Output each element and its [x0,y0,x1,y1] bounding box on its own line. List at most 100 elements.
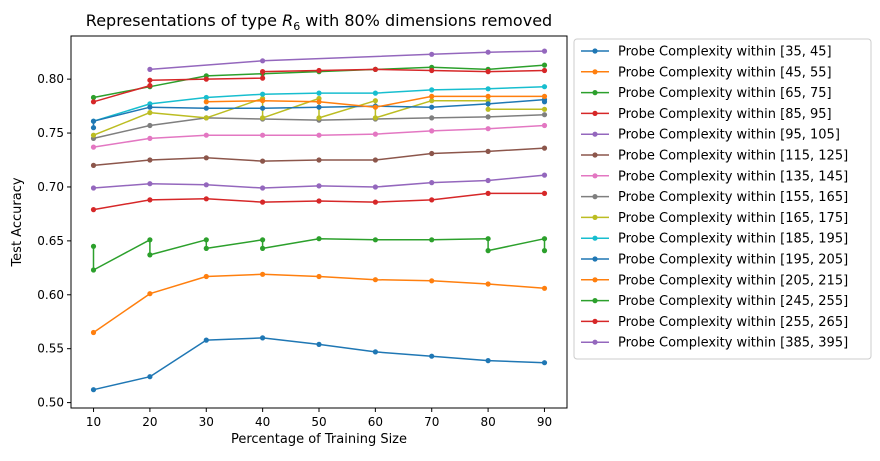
data-point [147,104,153,110]
legend-label: Probe Complexity within [165, 175] [618,211,848,226]
legend-item: Probe Complexity within [45, 55] [581,65,832,80]
legend: Probe Complexity within [35, 45] Probe Co… [573,38,872,360]
data-point [316,67,322,74]
y-tick-label: 0.75 [37,126,64,140]
data-point [541,248,548,254]
legend-label: Probe Complexity within [205, 215] [618,273,848,288]
data-point [260,98,266,104]
data-point [90,185,97,191]
legend-label: Probe Complexity within [85, 95] [618,107,832,122]
x-tick-label: 20 [142,415,157,429]
legend-label: Probe Complexity within [385, 395] [618,336,848,351]
data-point [260,245,266,251]
y-tick-label: 0.60 [37,288,64,302]
data-point [541,360,548,366]
legend-item: Probe Complexity within [135, 145] [581,169,848,184]
data-point [203,245,209,251]
legend-swatch-marker [592,256,598,262]
x-tick-label: 80 [480,415,495,429]
data-point [203,105,209,111]
data-point [485,190,491,196]
legend-swatch-marker [592,48,598,54]
data-point [429,67,435,74]
legend-swatch-marker [592,339,598,345]
data-point [260,58,266,64]
data-point [372,157,378,163]
data-point [372,66,378,72]
data-point [429,98,435,104]
legend-label: Probe Complexity within [245, 255] [618,294,848,309]
data-point [203,237,209,243]
legend-box [573,38,872,360]
data-point [147,157,153,163]
data-point [147,83,153,89]
data-point [429,150,435,157]
data-point [485,93,491,99]
series-2 [90,271,548,336]
legend-label: Probe Complexity within [35, 45] [618,45,832,60]
series-line [149,50,545,71]
data-point [147,374,153,380]
data-point [147,291,153,297]
data-point [316,90,322,96]
data-point [260,75,266,81]
data-point [260,237,266,243]
data-point [485,358,491,364]
data-point [541,236,548,242]
legend-swatch-marker [592,194,598,200]
data-point [485,101,491,107]
series-line [92,237,546,271]
data-point [260,91,266,97]
data-point [203,115,209,121]
data-point [485,177,491,184]
legend-label: Probe Complexity within [195, 205] [618,253,848,268]
data-point [485,248,491,254]
data-point [203,337,209,343]
data-point [316,104,322,110]
data-point [90,162,97,168]
x-tick-label: 70 [424,415,439,429]
legend-item: Probe Complexity within [385, 395] [581,336,848,351]
data-point [541,62,548,68]
legend-label: Probe Complexity within [95, 105] [618,128,840,143]
legend-item: Probe Complexity within [205, 215] [581,273,848,288]
legend-item: Probe Complexity within [155, 165] [581,190,848,205]
data-point [316,157,322,163]
data-point [90,125,97,131]
data-point [203,155,209,161]
legend-item: Probe Complexity within [165, 175] [581,211,848,226]
data-point [429,104,435,110]
data-point [485,86,491,92]
data-point [485,114,491,120]
y-tick-label: 0.55 [37,342,64,356]
series-15 [147,48,548,72]
series-1 [90,335,548,393]
legend-item: Probe Complexity within [65, 75] [581,86,832,101]
y-tick-label: 0.70 [37,180,64,194]
data-point [429,180,435,186]
legend-swatch-marker [592,110,598,116]
series-line [93,273,545,334]
data-point [147,66,153,72]
data-point [90,132,97,138]
data-point [316,273,322,280]
data-point [147,181,153,187]
data-point [541,48,548,54]
data-point [90,243,97,249]
data-point [90,94,97,101]
legend-swatch-marker [592,69,598,75]
legend-label: Probe Complexity within [185, 195] [618,232,848,247]
data-point [541,99,548,105]
x-tick-label: 50 [311,415,326,429]
series-12 [203,93,548,110]
legend-item: Probe Complexity within [195, 205] [581,253,848,268]
series-11 [90,97,548,131]
legend-swatch-marker [592,298,598,304]
x-tick-label: 40 [255,415,270,429]
legend-label: Probe Complexity within [45, 55] [618,65,832,80]
legend-swatch-marker [592,152,598,158]
data-point [147,135,153,141]
legend-swatch-marker [592,214,598,220]
data-point [541,112,548,118]
data-point [316,132,322,138]
